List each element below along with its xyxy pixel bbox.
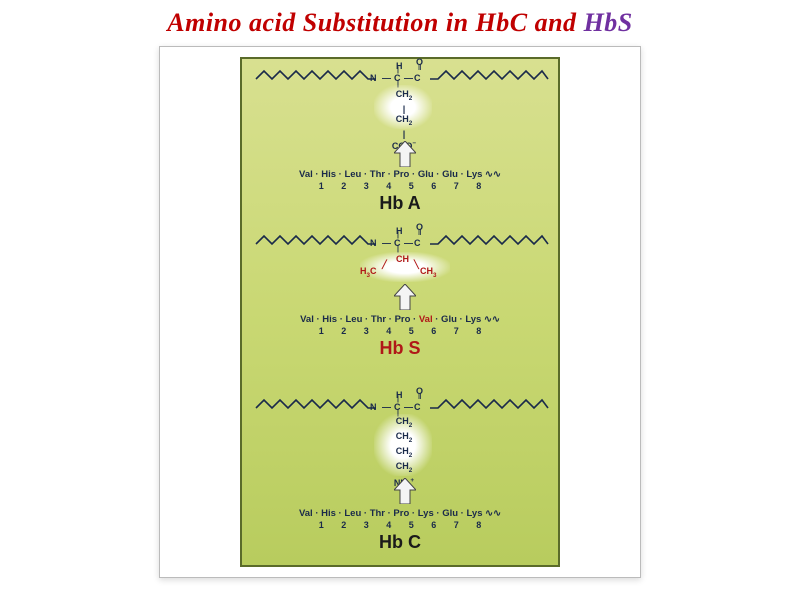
variant-hb-a: H N — C — C ‖ O | | CH2 | CH2 | COO− [246, 65, 554, 230]
figure-frame: H N — C — C ‖ O | | CH2 | CH2 | COO− [159, 46, 641, 578]
position-numbers: 1 2 3 4 5 6 7 8 [246, 520, 554, 530]
arrow-icon [394, 141, 416, 167]
sequence-row: Val · His · Leu · Thr · Pro · Lys · Glu … [246, 508, 554, 519]
arrow-icon [394, 478, 416, 504]
arrow-icon [394, 284, 416, 310]
variant-hb-c: H N — C — C ‖ O | | CH2 CH2 CH2 CH2 NH3+ [246, 394, 554, 559]
title-part1: Amino acid Substitution in HbC and [167, 8, 583, 37]
position-numbers: 1 2 3 4 5 6 7 8 [246, 181, 554, 191]
variant-hb-s: H N — C — C ‖ O | | CH ╱ ╲ H3C CH3 [246, 230, 554, 395]
variant-label: Hb A [246, 193, 554, 214]
title-part2: HbS [584, 8, 633, 37]
variant-label: Hb C [246, 532, 554, 553]
position-numbers: 1 2 3 4 5 6 7 8 [246, 326, 554, 336]
variant-label: Hb S [246, 338, 554, 359]
page-title: Amino acid Substitution in HbC and HbS [0, 0, 800, 38]
sequence-row: Val · His · Leu · Thr · Pro · Glu · Glu … [246, 169, 554, 180]
sequence-row: Val · His · Leu · Thr · Pro · Val · Glu … [246, 314, 554, 325]
diagram-panel: H N — C — C ‖ O | | CH2 | CH2 | COO− [240, 57, 560, 567]
